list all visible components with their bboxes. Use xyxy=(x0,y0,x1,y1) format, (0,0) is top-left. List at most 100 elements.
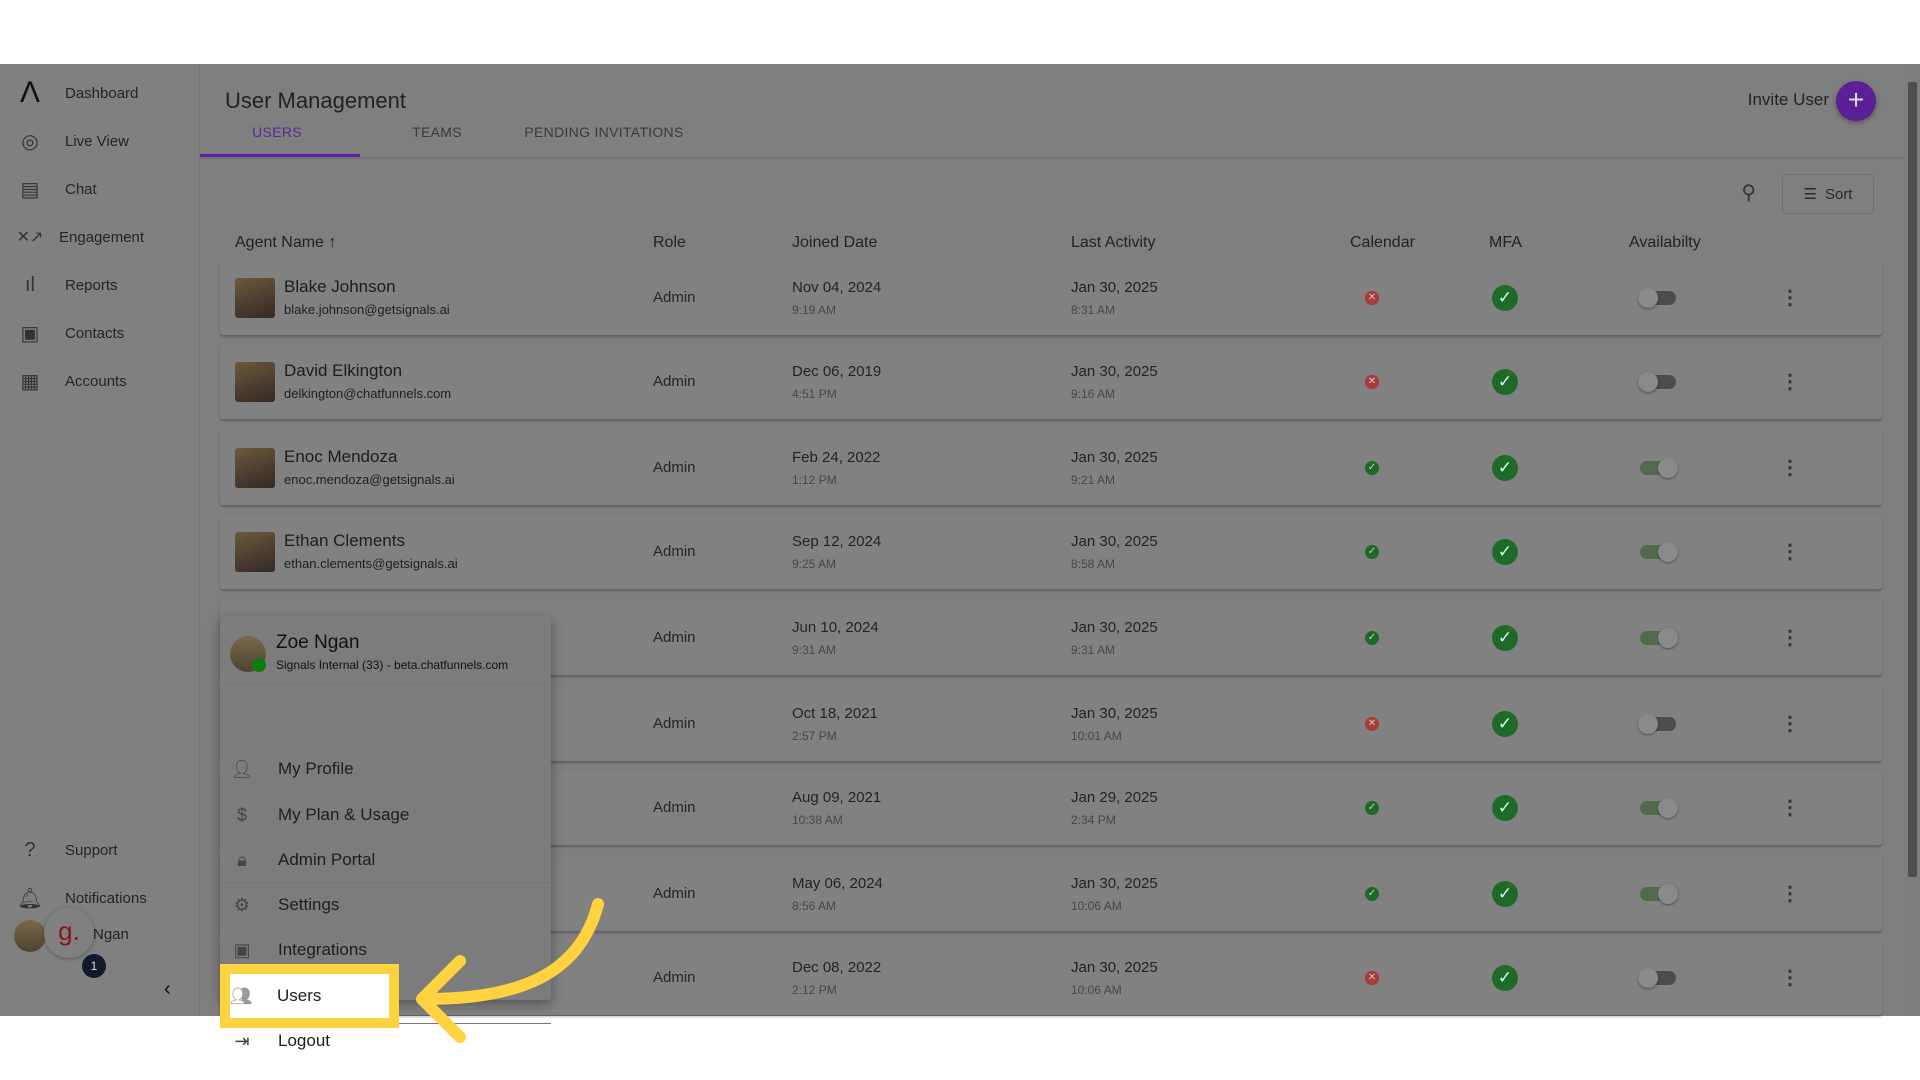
sidebar-item-reports[interactable]: ıl Reports xyxy=(0,265,200,305)
menu-item-settings[interactable]: ⚙ Settings xyxy=(220,885,551,925)
more-options-icon[interactable]: ⋮ xyxy=(1780,967,1800,989)
menu-item-my-plan-usage[interactable]: $ My Plan & Usage xyxy=(220,795,551,835)
dollar-icon: $ xyxy=(236,804,247,825)
role: Admin xyxy=(653,543,696,560)
last-activity-date: Jan 30, 2025 xyxy=(1071,619,1158,636)
sidebar-item-label: Notifications xyxy=(65,889,147,907)
joined-time: 2:57 PM xyxy=(792,729,837,743)
mfa-check-icon: ✓ xyxy=(1492,455,1518,481)
more-options-icon[interactable]: ⋮ xyxy=(1780,713,1800,735)
availability-toggle[interactable] xyxy=(1640,884,1678,904)
mfa-check-icon: ✓ xyxy=(1492,795,1518,821)
availability-toggle[interactable] xyxy=(1640,542,1678,562)
sidebar-item-live-view[interactable]: ◎ Live View xyxy=(0,121,200,161)
sidebar-item-accounts[interactable]: ▦ Accounts xyxy=(0,361,200,401)
last-activity-time: 8:58 AM xyxy=(1071,557,1116,571)
availability-toggle[interactable] xyxy=(1638,372,1676,392)
menu-item-admin-portal[interactable]: 🔒︎ Admin Portal xyxy=(220,840,551,880)
table-row[interactable]: Enoc Mendoza enoc.mendoza@getsignals.ai Ad… xyxy=(220,431,1882,505)
mfa-check-icon: ✓ xyxy=(1492,965,1518,991)
availability-toggle[interactable] xyxy=(1640,628,1678,648)
menu-item-label: Logout xyxy=(278,1031,330,1050)
lock-icon: 🔒︎ xyxy=(237,849,247,870)
brand-avatar[interactable]: g. xyxy=(44,908,94,958)
logout-icon: ⇥ xyxy=(234,1030,250,1051)
more-options-icon[interactable]: ⋮ xyxy=(1780,883,1800,905)
agent-avatar xyxy=(235,448,275,488)
menu-header-divider xyxy=(220,684,551,685)
user-avatar[interactable] xyxy=(14,920,46,952)
agent-email: blake.johnson@getsignals.ai xyxy=(284,302,450,317)
sidebar-item-dashboard[interactable]: Λ Dashboard xyxy=(0,73,200,113)
agent-avatar xyxy=(235,532,275,572)
invite-user-label[interactable]: Invite User xyxy=(1747,90,1829,109)
availability-toggle[interactable] xyxy=(1640,798,1678,818)
table-row[interactable]: Ethan Clements ethan.clements@getsignals.… xyxy=(220,515,1882,589)
calendar-connected-check-icon: ✓ xyxy=(1365,545,1379,559)
joined-time: 4:51 PM xyxy=(792,387,837,401)
role: Admin xyxy=(653,799,696,816)
user-menu: Zoe Ngan Signals Internal (33) - beta.ch… xyxy=(220,616,551,1051)
menu-item-my-profile[interactable]: 👤︎ My Profile xyxy=(220,749,551,789)
calendar-disconnected-x-icon: ✕ xyxy=(1365,971,1379,985)
column-header-agent-name[interactable]: Agent Name ↑ xyxy=(235,234,337,251)
sidebar-item-label: Support xyxy=(65,841,118,859)
last-activity-date: Jan 30, 2025 xyxy=(1071,705,1158,722)
calendar-disconnected-x-icon: ✕ xyxy=(1365,717,1379,731)
invite-user-plus-button[interactable]: + xyxy=(1836,81,1876,121)
sidebar-item-support[interactable]: ? Support xyxy=(0,830,200,870)
calendar-connected-check-icon: ✓ xyxy=(1365,631,1379,645)
menu-item-users[interactable]: 👥︎ Users xyxy=(229,976,389,1016)
scrollbar-thumb[interactable] xyxy=(1908,82,1917,877)
mfa-check-icon: ✓ xyxy=(1492,539,1518,565)
availability-toggle[interactable] xyxy=(1638,288,1676,308)
menu-item-label: Admin Portal xyxy=(278,850,376,869)
role: Admin xyxy=(653,289,696,306)
tab-pending-invitations[interactable]: PENDING INVITATIONS xyxy=(524,124,684,140)
column-header-mfa: MFA xyxy=(1489,234,1522,251)
menu-item-logout[interactable]: ⇥ Logout xyxy=(220,1021,551,1061)
joined-time: 8:56 AM xyxy=(792,899,837,913)
more-options-icon[interactable]: ⋮ xyxy=(1780,457,1800,479)
agent-email: ethan.clements@getsignals.ai xyxy=(284,556,458,571)
sort-button[interactable]: ☰ Sort xyxy=(1782,174,1874,214)
last-activity-date: Jan 29, 2025 xyxy=(1071,789,1158,806)
tab-teams[interactable]: TEAMS xyxy=(412,124,462,140)
sidebar-item-engagement[interactable]: ✕↗ Engagement xyxy=(0,217,200,257)
table-row[interactable]: Blake Johnson blake.johnson@getsignals.ai… xyxy=(220,261,1882,335)
last-activity-date: Jan 30, 2025 xyxy=(1071,449,1158,466)
notification-badge: 1 xyxy=(82,954,106,978)
more-options-icon[interactable]: ⋮ xyxy=(1780,627,1800,649)
menu-item-label: Integrations xyxy=(278,940,367,959)
sidebar-item-notifications[interactable]: 🔔︎ Notifications xyxy=(0,878,200,918)
collapse-sidebar-chevron-icon[interactable]: ‹ xyxy=(164,978,171,1000)
sidebar-item-label: Engagement xyxy=(59,228,145,246)
sidebar-item-chat[interactable]: ▤ Chat xyxy=(0,169,200,209)
more-options-icon[interactable]: ⋮ xyxy=(1780,371,1800,393)
joined-date: Nov 04, 2024 xyxy=(792,279,882,296)
agent-name: Enoc Mendoza xyxy=(284,447,398,466)
sidebar-item-label: Chat xyxy=(65,180,97,198)
tab-users[interactable]: USERS xyxy=(252,124,302,140)
table-row[interactable]: David Elkington delkington@chatfunnels.co… xyxy=(220,345,1882,419)
joined-time: 9:31 AM xyxy=(792,643,837,657)
availability-toggle[interactable] xyxy=(1638,714,1676,734)
joined-time: 2:12 PM xyxy=(792,983,837,997)
scrollbar[interactable] xyxy=(1904,64,1920,1016)
more-options-icon[interactable]: ⋮ xyxy=(1780,541,1800,563)
more-options-icon[interactable]: ⋮ xyxy=(1780,287,1800,309)
pointer-arrow xyxy=(416,898,604,1043)
menu-item-integrations[interactable]: ▣ Integrations xyxy=(220,930,551,970)
mfa-check-icon: ✓ xyxy=(1492,881,1518,907)
menu-user-subtitle: Signals Internal (33) - beta.chatfunnels… xyxy=(276,658,509,672)
last-activity-time: 9:21 AM xyxy=(1071,473,1116,487)
joined-date: Oct 18, 2021 xyxy=(792,705,878,722)
building-icon: ▦ xyxy=(20,370,40,393)
availability-toggle[interactable] xyxy=(1638,968,1676,988)
more-options-icon[interactable]: ⋮ xyxy=(1780,797,1800,819)
highlight-box xyxy=(220,964,399,1028)
sidebar-item-contacts[interactable]: ▣ Contacts xyxy=(0,313,200,353)
search-icon[interactable]: ⚲ xyxy=(1741,182,1756,204)
availability-toggle[interactable] xyxy=(1640,458,1678,478)
last-activity-time: 10:01 AM xyxy=(1071,729,1122,743)
